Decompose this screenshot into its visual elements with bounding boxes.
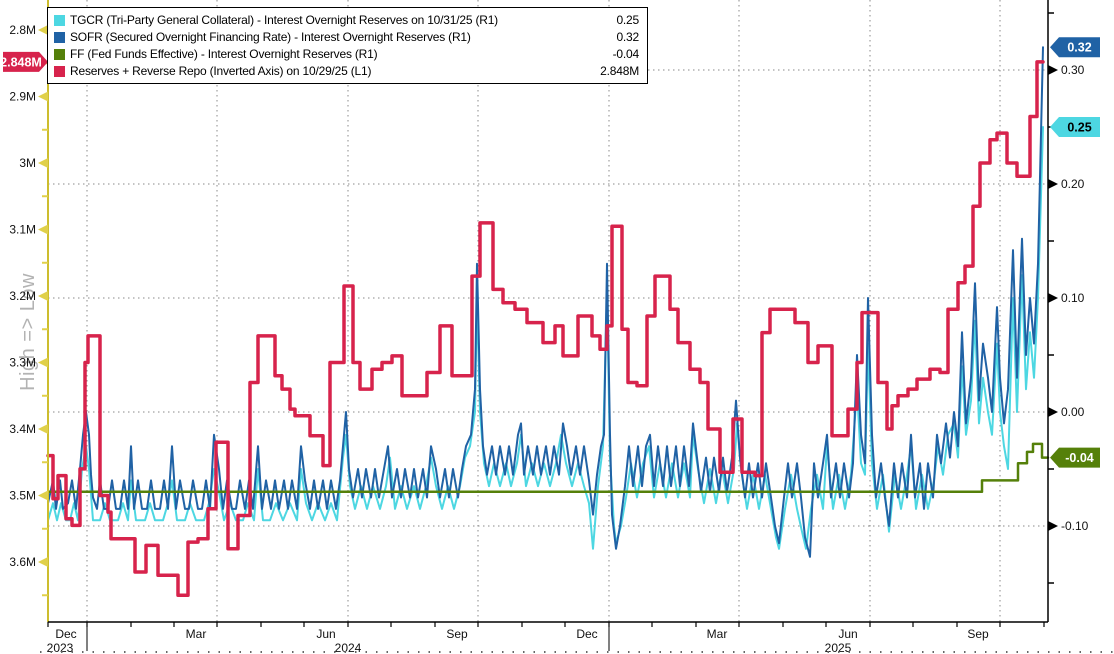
x-axis-month-label: Sep (446, 627, 468, 641)
x-axis-month-label: Dec (576, 627, 597, 641)
series-ff (46, 442, 1050, 494)
x-axis-ticks: Dec Mar Jun Sep Dec Mar Jun Sep 2023 2024 2025 (40, 622, 1114, 654)
x-axis-month-label: Mar (186, 627, 207, 641)
series-group (46, 46, 1050, 598)
left-axis-tick-label: 2.9M (9, 90, 36, 104)
legend-item-sofr: SOFR (Secured Overnight Financing Rate) … (54, 29, 639, 45)
x-axis-year-label: 2025 (825, 641, 852, 654)
axes (47, 0, 1049, 623)
legend-item-tgcr: TGCR (Tri-Party General Collateral) - In… (54, 12, 639, 28)
tgcr-swatch-icon (54, 14, 65, 26)
legend-item-reserves-rrp: Reserves + Reverse Repo (Inverted Axis) … (54, 63, 639, 79)
legend-label: SOFR (Secured Overnight Financing Rate) … (70, 30, 471, 44)
left-axis-tick-label: 2.8M (9, 23, 36, 37)
x-axis-month-label: Mar (707, 627, 728, 641)
legend-label: FF (Fed Funds Effective) - Interest Over… (70, 47, 378, 61)
right-axis-tick-label: 0.30 (1061, 63, 1085, 77)
series-reserves-reverse-repo (46, 60, 1045, 598)
left-axis-tick-label: 3.2M (9, 289, 36, 303)
left-axis-ticks: 2.8M 2.9M 3M 3.1M 3.2M 3.3M 3.4M 3.5M 3.6M (9, 23, 48, 597)
x-axis-month-label: Dec (55, 627, 76, 641)
legend-label: Reserves + Reverse Repo (Inverted Axis) … (70, 64, 372, 78)
svg-text:-0.04: -0.04 (1065, 451, 1094, 465)
right-axis-tick-label: -0.10 (1061, 519, 1089, 533)
left-axis-tick-label: 3.6M (9, 555, 36, 569)
series-sofr (47, 46, 1044, 558)
svg-text:0.25: 0.25 (1067, 121, 1091, 135)
x-axis-month-label: Jun (838, 627, 857, 641)
left-axis-last-value-badge: 2.848M (0, 51, 48, 72)
right-axis-badge-025: 0.25 (1050, 117, 1100, 137)
legend-value: 0.25 (616, 13, 639, 27)
reserves-rrp-swatch-icon (54, 65, 65, 77)
left-axis-tick-label: 3.4M (9, 422, 36, 436)
right-axis-badge-004: -0.04 (1050, 447, 1100, 468)
gridlines (48, 0, 1048, 622)
right-axis-tick-label: 0.10 (1061, 291, 1085, 305)
right-axis-ticks: 0.30 0.20 0.10 0.00 -0.10 (1048, 12, 1089, 584)
right-axis-tick-label: 0.00 (1061, 405, 1085, 419)
left-axis-tick-label: 3.3M (9, 356, 36, 370)
x-axis-month-label: Jun (316, 627, 335, 641)
sofr-swatch-icon (54, 31, 65, 43)
left-axis-tick-label: 3M (19, 156, 36, 170)
ff-swatch-icon (54, 48, 65, 60)
legend-value: 0.32 (616, 30, 639, 44)
left-axis-tick-label: 3.1M (9, 223, 36, 237)
right-axis-badge-032: 0.32 (1050, 37, 1100, 58)
legend-box: TGCR (Tri-Party General Collateral) - In… (47, 7, 648, 84)
x-axis-month-label: Sep (967, 627, 989, 641)
legend-label: TGCR (Tri-Party General Collateral) - In… (70, 13, 498, 27)
svg-text:2.848M: 2.848M (0, 55, 42, 69)
x-axis-year-label: 2024 (335, 641, 362, 654)
legend-item-ff: FF (Fed Funds Effective) - Interest Over… (54, 46, 639, 62)
x-axis-year-label: 2023 (47, 641, 74, 654)
right-axis-tick-label: 0.20 (1061, 177, 1085, 191)
series-tgcr (47, 126, 1044, 550)
svg-text:0.32: 0.32 (1067, 41, 1091, 55)
legend-value: 2.848M (600, 64, 639, 78)
left-axis-tick-label: 3.5M (9, 489, 36, 503)
legend-value: -0.04 (612, 47, 640, 61)
